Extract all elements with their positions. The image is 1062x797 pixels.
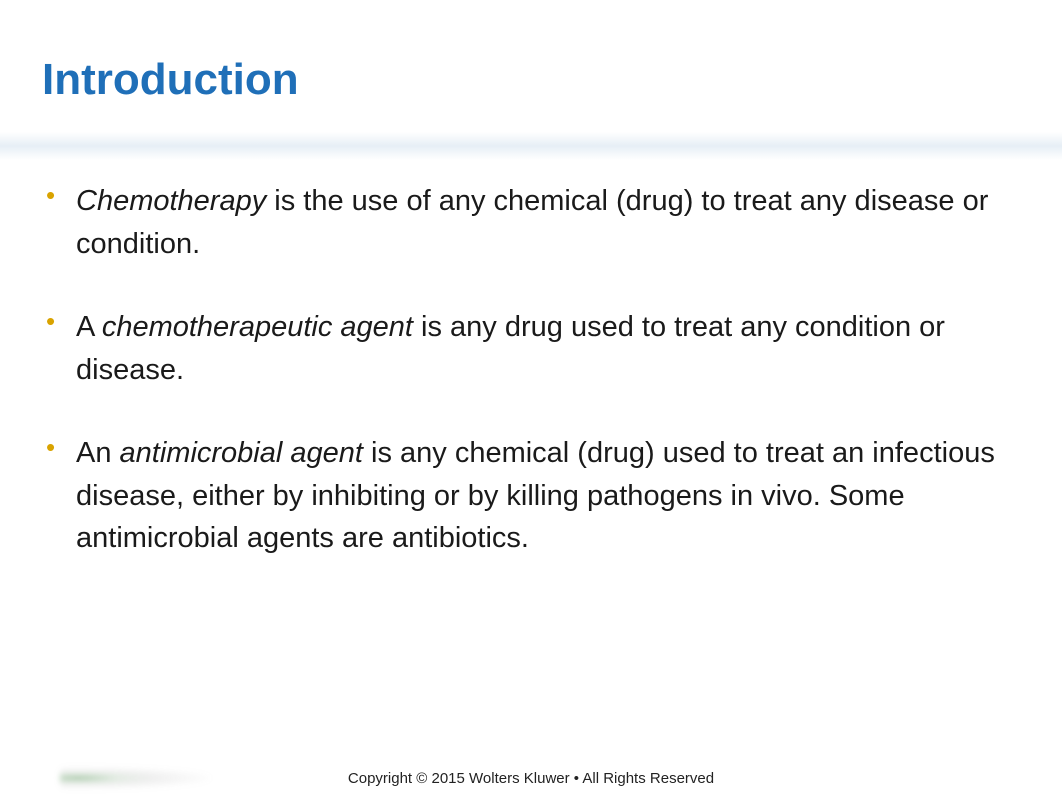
bullet-pre: A (76, 311, 102, 343)
copyright-footer: Copyright © 2015 Wolters Kluwer • All Ri… (0, 770, 1062, 787)
bullet-list: Chemotherapy is the use of any chemical … (42, 180, 1020, 560)
slide: Introduction Chemotherapy is the use of … (0, 0, 1062, 797)
bullet-italic: chemotherapeutic agent (102, 311, 413, 343)
bullet-italic: antimicrobial agent (120, 437, 363, 469)
bullet-pre: An (76, 437, 120, 469)
title-divider (0, 132, 1062, 160)
bullet-item: A chemotherapeutic agent is any drug use… (42, 306, 1020, 392)
bullet-italic: Chemotherapy (76, 185, 266, 217)
bullet-item: Chemotherapy is the use of any chemical … (42, 180, 1020, 266)
content-area: Chemotherapy is the use of any chemical … (42, 180, 1020, 600)
bullet-item: An antimicrobial agent is any chemical (… (42, 432, 1020, 561)
slide-title: Introduction (0, 0, 1062, 105)
